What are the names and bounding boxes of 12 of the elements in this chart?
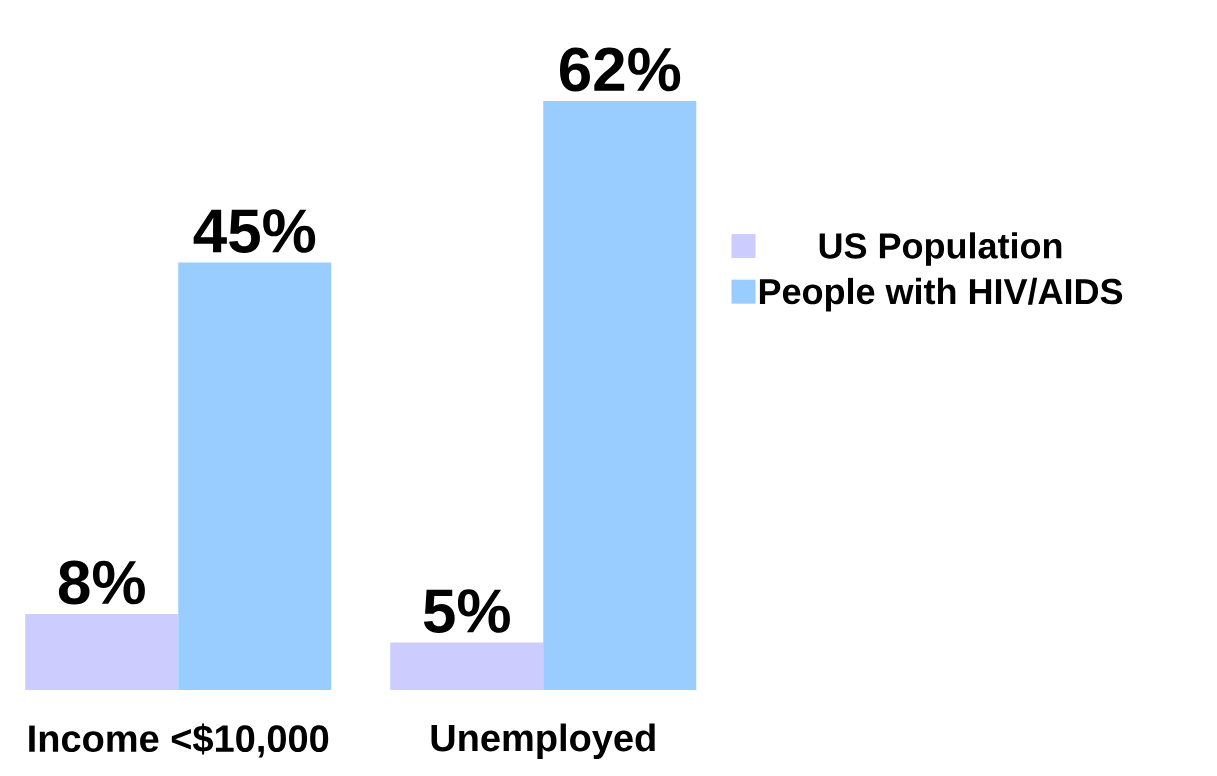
bar (543, 100, 697, 690)
x-tick-label: Income <$10,000 (29, 723, 329, 758)
data-label: 5% (423, 589, 510, 633)
legend-label: US Population (819, 232, 1062, 266)
bar (390, 642, 544, 690)
legend-label: People with HIV/AIDS (759, 277, 1123, 312)
data-label: 8% (58, 560, 145, 605)
data-label: 62% (559, 47, 681, 92)
bar (25, 614, 179, 690)
x-tick-label: Unemployed (431, 723, 655, 759)
data-label: 45% (193, 209, 316, 253)
bar (178, 262, 332, 690)
